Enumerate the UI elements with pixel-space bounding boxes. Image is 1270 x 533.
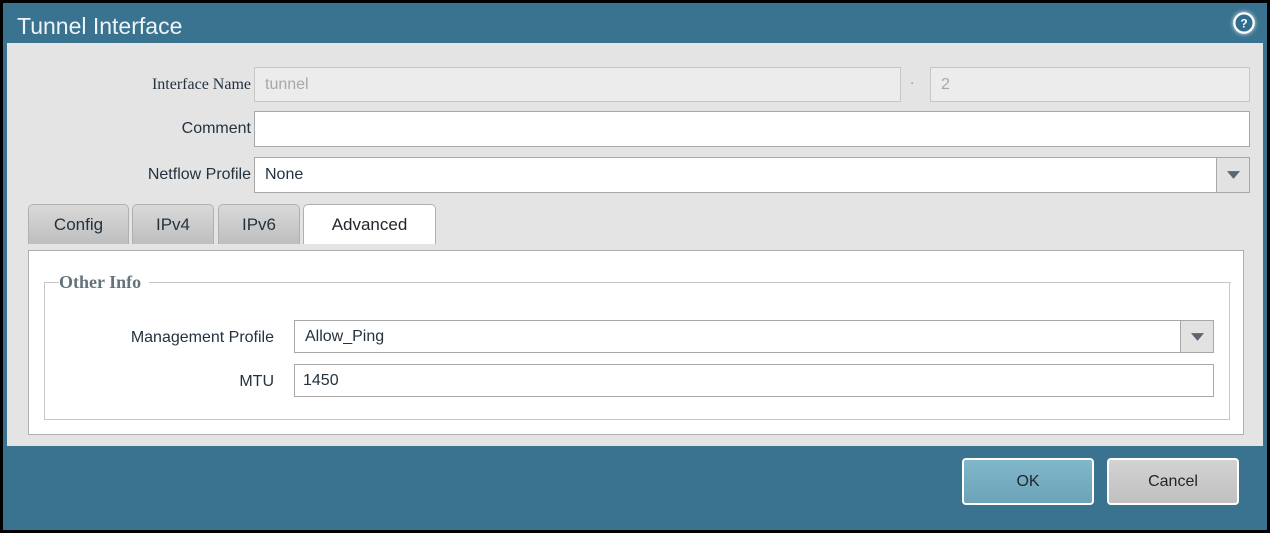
- svg-text:?: ?: [1240, 16, 1247, 30]
